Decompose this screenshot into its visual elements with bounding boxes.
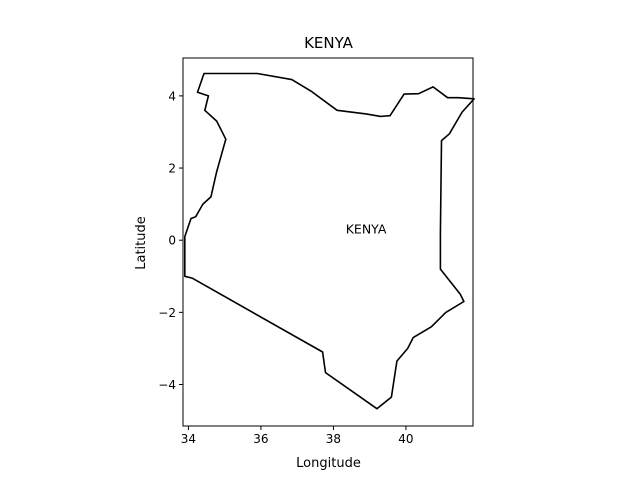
y-axis-label: Latitude — [134, 216, 149, 270]
country-outline — [184, 72, 475, 410]
axes-frame — [182, 57, 474, 427]
y-tick-label: −4 — [158, 378, 176, 392]
y-tick-label: 2 — [168, 162, 176, 176]
x-axis-label: Longitude — [296, 456, 361, 471]
x-tick-label: 38 — [326, 432, 341, 446]
x-tick-label: 36 — [253, 432, 268, 446]
y-tick-label: −2 — [158, 306, 176, 320]
x-tick-label: 40 — [398, 432, 413, 446]
x-tick-label: 34 — [181, 432, 196, 446]
plot-area: 34 36 38 40 −4 −2 0 2 4 KENYA — [158, 57, 475, 446]
country-label: KENYA — [346, 221, 387, 236]
map-title: KENYA — [304, 34, 354, 52]
y-tick-label: 4 — [168, 89, 176, 103]
y-tick-label: 0 — [168, 234, 176, 248]
